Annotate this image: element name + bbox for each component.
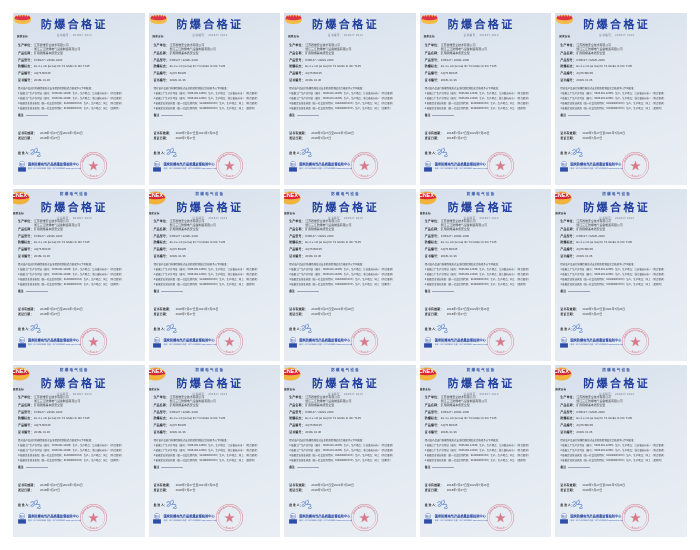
svg-text:专 用 章: 专 用 章: [89, 173, 98, 178]
svg-text:Ex: Ex: [562, 514, 566, 518]
svg-text:Ex: Ex: [426, 162, 430, 166]
svg-text:专 用 章: 专 用 章: [360, 349, 369, 354]
svg-text:专 用 章: 专 用 章: [496, 173, 505, 178]
svg-text:Ex: Ex: [155, 162, 159, 166]
svg-text:Ex: Ex: [426, 514, 430, 518]
svg-text:专 用 章: 专 用 章: [225, 525, 234, 530]
svg-text:专 用 章: 专 用 章: [631, 173, 640, 178]
svg-text:Ex: Ex: [291, 514, 295, 518]
svg-text:Ex: Ex: [562, 162, 566, 166]
svg-text:专 用 章: 专 用 章: [496, 525, 505, 530]
svg-text:Ex: Ex: [426, 338, 430, 342]
svg-text:专 用 章: 专 用 章: [631, 525, 640, 530]
svg-text:专 用 章: 专 用 章: [225, 349, 234, 354]
svg-text:专 用 章: 专 用 章: [89, 525, 98, 530]
svg-text:专 用 章: 专 用 章: [225, 173, 234, 178]
svg-text:Ex: Ex: [20, 338, 24, 342]
svg-text:专 用 章: 专 用 章: [360, 525, 369, 530]
svg-text:Ex: Ex: [20, 162, 24, 166]
svg-text:Ex: Ex: [155, 338, 159, 342]
svg-text:Ex: Ex: [155, 514, 159, 518]
svg-text:Ex: Ex: [291, 162, 295, 166]
svg-text:专 用 章: 专 用 章: [631, 349, 640, 354]
svg-text:Ex: Ex: [562, 338, 566, 342]
svg-text:专 用 章: 专 用 章: [360, 173, 369, 178]
svg-text:专 用 章: 专 用 章: [496, 349, 505, 354]
svg-text:Ex: Ex: [291, 338, 295, 342]
svg-text:Ex: Ex: [20, 514, 24, 518]
svg-text:专 用 章: 专 用 章: [89, 349, 98, 354]
